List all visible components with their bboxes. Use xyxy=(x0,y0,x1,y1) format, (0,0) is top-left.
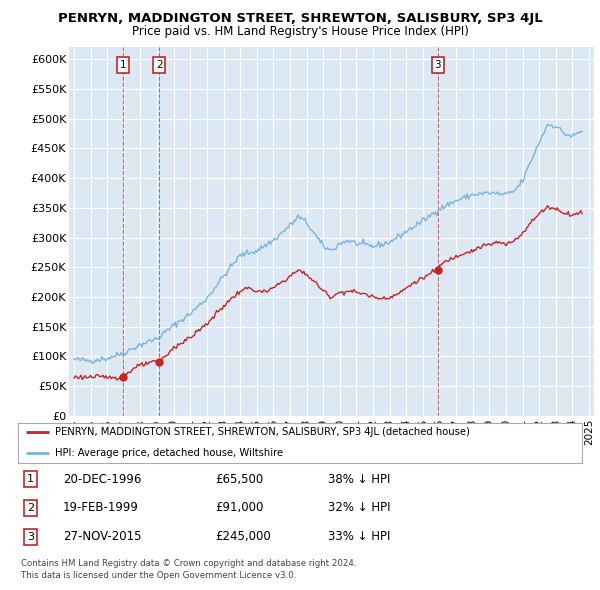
Text: 2: 2 xyxy=(27,503,34,513)
Text: 33% ↓ HPI: 33% ↓ HPI xyxy=(328,530,391,543)
Text: 3: 3 xyxy=(27,532,34,542)
Text: 2: 2 xyxy=(156,60,163,70)
Text: £65,500: £65,500 xyxy=(215,473,263,486)
Text: 32% ↓ HPI: 32% ↓ HPI xyxy=(328,502,391,514)
Text: 38% ↓ HPI: 38% ↓ HPI xyxy=(328,473,391,486)
Text: Contains HM Land Registry data © Crown copyright and database right 2024.: Contains HM Land Registry data © Crown c… xyxy=(21,559,356,568)
Text: Price paid vs. HM Land Registry's House Price Index (HPI): Price paid vs. HM Land Registry's House … xyxy=(131,25,469,38)
Text: 3: 3 xyxy=(434,60,441,70)
Text: £245,000: £245,000 xyxy=(215,530,271,543)
Text: PENRYN, MADDINGTON STREET, SHREWTON, SALISBURY, SP3 4JL: PENRYN, MADDINGTON STREET, SHREWTON, SAL… xyxy=(58,12,542,25)
Text: 1: 1 xyxy=(120,60,127,70)
Text: £91,000: £91,000 xyxy=(215,502,264,514)
Text: HPI: Average price, detached house, Wiltshire: HPI: Average price, detached house, Wilt… xyxy=(55,448,283,458)
Text: This data is licensed under the Open Government Licence v3.0.: This data is licensed under the Open Gov… xyxy=(21,571,296,579)
Text: 1: 1 xyxy=(27,474,34,484)
Text: 19-FEB-1999: 19-FEB-1999 xyxy=(63,502,139,514)
Text: 20-DEC-1996: 20-DEC-1996 xyxy=(63,473,142,486)
Text: PENRYN, MADDINGTON STREET, SHREWTON, SALISBURY, SP3 4JL (detached house): PENRYN, MADDINGTON STREET, SHREWTON, SAL… xyxy=(55,427,470,437)
Text: 27-NOV-2015: 27-NOV-2015 xyxy=(63,530,142,543)
